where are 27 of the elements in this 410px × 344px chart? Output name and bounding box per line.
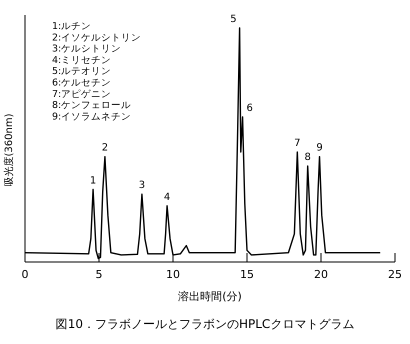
text: 図10．フラボノールとフラボンのHPLCクロマトグラム xyxy=(56,317,354,331)
x-tick-label: 10 xyxy=(166,268,180,281)
annotation: 4 xyxy=(164,192,170,203)
x-tick-label: 15 xyxy=(240,268,254,281)
annotation: 5:ルテオリン xyxy=(52,66,112,78)
annotation: 8 xyxy=(304,152,311,164)
annotation: 8:ケンフェロール xyxy=(52,100,132,112)
annotation: 3:ケルシトリン xyxy=(52,44,122,55)
annotation: 6:ケルセチン xyxy=(52,78,112,88)
x-tick-label: 5 xyxy=(96,268,102,281)
annotation: 9:イソラムネチン xyxy=(52,111,132,122)
annotation: 4:ミリセチン xyxy=(52,54,112,66)
annotation: 7:アピゲニン xyxy=(52,88,112,100)
y-axis-title: 吸光度(360nm) xyxy=(3,113,15,186)
annotation: 5 xyxy=(230,14,237,25)
annotation: 1 xyxy=(90,175,96,186)
annotation: 2:イソケルシトリン xyxy=(52,32,142,44)
x-tick-label: 0 xyxy=(22,268,28,281)
annotation: 7 xyxy=(294,138,301,150)
x-tick-label: 25 xyxy=(388,268,402,281)
annotation: 3 xyxy=(138,180,146,192)
annotation: 6 xyxy=(246,102,253,114)
annotation: 9 xyxy=(316,142,323,154)
annotation: 1:ルチン xyxy=(52,21,92,32)
x-axis-title: 溶出時間(分) xyxy=(178,290,242,303)
annotation: 2 xyxy=(102,142,108,154)
x-tick-label: 20 xyxy=(314,268,328,281)
